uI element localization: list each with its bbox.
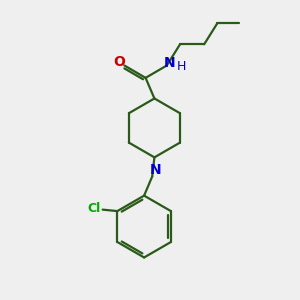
Text: Cl: Cl xyxy=(87,202,101,215)
Text: O: O xyxy=(113,55,125,69)
Text: N: N xyxy=(163,56,175,70)
Text: H: H xyxy=(177,61,186,74)
Text: N: N xyxy=(150,163,162,177)
